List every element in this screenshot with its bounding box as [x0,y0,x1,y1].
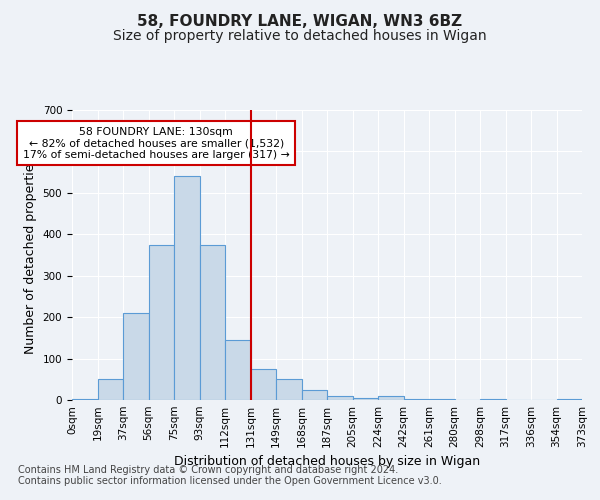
Bar [378,396,404,400]
Bar [276,380,302,400]
Text: Contains public sector information licensed under the Open Government Licence v3: Contains public sector information licen… [18,476,442,486]
Bar [174,176,199,400]
Text: 58, FOUNDRY LANE, WIGAN, WN3 6BZ: 58, FOUNDRY LANE, WIGAN, WN3 6BZ [137,14,463,29]
Bar [302,390,327,400]
Bar [404,399,429,400]
Bar [251,369,276,400]
Bar [353,398,378,400]
Bar [123,313,149,400]
Bar [557,399,582,400]
Bar [225,340,251,400]
Bar [327,396,353,400]
Bar [72,399,97,400]
Y-axis label: Number of detached properties: Number of detached properties [24,156,37,354]
Text: 58 FOUNDRY LANE: 130sqm
← 82% of detached houses are smaller (1,532)
17% of semi: 58 FOUNDRY LANE: 130sqm ← 82% of detache… [23,126,290,160]
Bar [480,399,505,400]
Text: Contains HM Land Registry data © Crown copyright and database right 2024.: Contains HM Land Registry data © Crown c… [18,465,398,475]
Bar [199,244,225,400]
X-axis label: Distribution of detached houses by size in Wigan: Distribution of detached houses by size … [174,456,480,468]
Bar [97,380,123,400]
Text: Size of property relative to detached houses in Wigan: Size of property relative to detached ho… [113,29,487,43]
Bar [429,399,455,400]
Bar [149,244,174,400]
